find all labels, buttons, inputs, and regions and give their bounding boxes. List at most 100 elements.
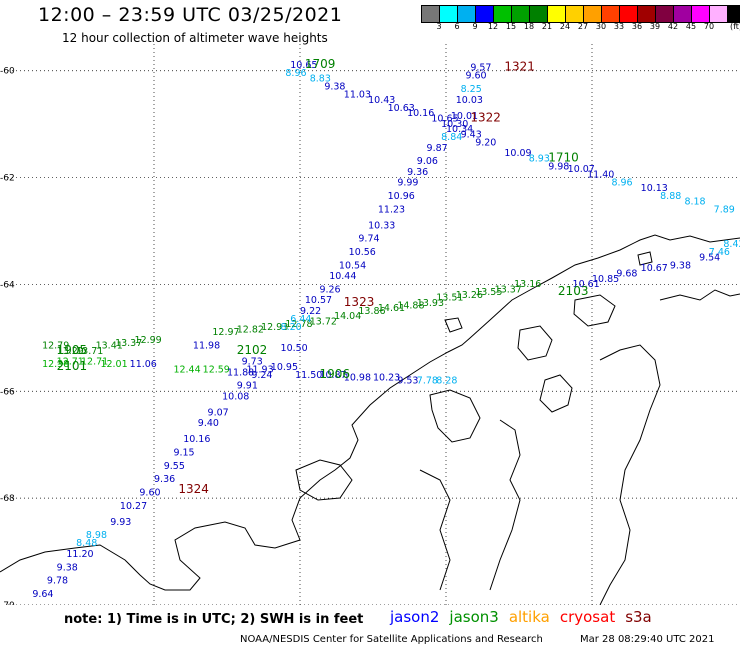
wave-height-value: 12.99 bbox=[135, 335, 162, 346]
colorbar-swatch bbox=[602, 6, 620, 22]
coast-east-2 bbox=[489, 419, 521, 591]
wave-height-value: 9.07 bbox=[208, 407, 229, 418]
wave-height-value: 13.72 bbox=[310, 317, 337, 328]
wave-height-value: 12.78 bbox=[285, 319, 312, 330]
lat-label: -62 bbox=[0, 174, 15, 184]
wave-height-value: 13.29 bbox=[57, 346, 84, 357]
wave-height-value: 9.78 bbox=[47, 576, 68, 587]
wave-height-value: 12.79 bbox=[42, 341, 69, 352]
wave-height-value: 11.98 bbox=[193, 341, 220, 352]
wave-height-value: 10.57 bbox=[305, 295, 332, 306]
wave-height-value: 12.44 bbox=[173, 365, 200, 376]
colorbar-swatch bbox=[440, 6, 458, 22]
pass-time-label: 2101 bbox=[57, 359, 88, 373]
wave-height-value: 13.16 bbox=[514, 279, 541, 290]
wave-height-value: 10.08 bbox=[222, 391, 249, 402]
pass-time-label: 1905 bbox=[57, 343, 88, 357]
wave-height-value: 9.74 bbox=[358, 234, 379, 245]
wave-height-value: 9.57 bbox=[470, 63, 491, 74]
wave-height-value: 10.43 bbox=[368, 95, 395, 106]
wave-height-value: 8.98 bbox=[86, 530, 107, 541]
wave-height-value: 9.53 bbox=[397, 375, 418, 386]
wave-height-value: 9.54 bbox=[699, 252, 720, 263]
wave-height-value: 9.99 bbox=[397, 178, 418, 189]
antarctic-peninsula-coast bbox=[0, 234, 740, 591]
lat-label: -64 bbox=[0, 280, 15, 290]
wave-height-value: 8.83 bbox=[310, 73, 331, 84]
colorbar-label: 24 bbox=[559, 22, 571, 31]
generated-timestamp: Mar 28 08:29:40 UTC 2021 bbox=[580, 634, 715, 645]
colorbar-label: 33 bbox=[613, 22, 625, 31]
wave-height-value: 8.18 bbox=[684, 196, 705, 207]
wave-height-value: 10.96 bbox=[388, 191, 415, 202]
wave-height-value: 11.23 bbox=[378, 204, 405, 215]
colorbar-label: 42 bbox=[667, 22, 679, 31]
wave-height-value: 9.36 bbox=[154, 474, 175, 485]
footer-note: note: 1) Time is in UTC; 2) SWH is in fe… bbox=[64, 612, 364, 627]
wave-height-value: 11.40 bbox=[587, 170, 614, 181]
lat-label: -60 bbox=[0, 67, 15, 77]
colorbar-label: 39 bbox=[649, 22, 661, 31]
colorbar-label: 9 bbox=[472, 22, 478, 31]
colorbar-swatch bbox=[674, 6, 692, 22]
wave-height-value: 10.85 bbox=[592, 274, 619, 285]
wave-height-value: 13.86 bbox=[358, 306, 385, 317]
wave-height-value: 11.93 bbox=[246, 365, 273, 376]
lat-label: -70 bbox=[0, 601, 15, 605]
colorbar-label: 18 bbox=[523, 22, 535, 31]
wave-height-value: 12.59 bbox=[203, 365, 230, 376]
colorbar-swatch bbox=[728, 6, 740, 22]
wave-height-value: 9.38 bbox=[57, 562, 78, 573]
colorbar-swatch bbox=[656, 6, 674, 22]
wave-height-value: 11.50 bbox=[295, 370, 322, 381]
wave-height-value: 10.09 bbox=[504, 148, 531, 159]
wave-height-value: 10.65 bbox=[290, 60, 317, 71]
map-area: -60-62-64-66-68-70 -75-72-69-66-63-60 12… bbox=[0, 44, 740, 605]
pass-time-label: 1906 bbox=[319, 367, 350, 381]
wave-height-value: 12.01 bbox=[100, 359, 127, 370]
pass-time-label: 1710 bbox=[548, 151, 579, 165]
wave-height-value: 10.23 bbox=[373, 373, 400, 384]
wave-height-value: 9.64 bbox=[32, 589, 53, 600]
wave-height-value: 9.60 bbox=[139, 487, 160, 498]
colorbar-label: 15 bbox=[505, 22, 517, 31]
wave-height-value: 9.60 bbox=[465, 71, 486, 82]
coast-inland-1 bbox=[295, 459, 353, 501]
wave-height-value: 10.27 bbox=[120, 501, 147, 512]
wave-height-value: 14.61 bbox=[378, 303, 405, 314]
wave-height-value: 10.01 bbox=[451, 111, 478, 122]
wave-height-value: 9.26 bbox=[319, 284, 340, 295]
lat-label: -68 bbox=[0, 494, 15, 504]
colorbar-label: 45 bbox=[685, 22, 697, 31]
credit-line: NOAA/NESDIS Center for Satellite Applica… bbox=[240, 634, 543, 645]
wave-height-value: 7.89 bbox=[714, 204, 735, 215]
wave-height-value: 12.97 bbox=[212, 327, 239, 338]
pass-time-label: 2102 bbox=[237, 343, 268, 357]
wave-height-value: 10.67 bbox=[641, 263, 668, 274]
wave-height-value: 12.38 bbox=[42, 359, 69, 370]
wave-height-value: 9.91 bbox=[237, 381, 258, 392]
coast-inland-2 bbox=[429, 389, 481, 443]
latitude-labels: -60 -62 -64 -66 -68 -70 bbox=[0, 67, 15, 605]
legend-jason3: jason3 bbox=[449, 608, 499, 626]
colorbar-label: 6 bbox=[454, 22, 460, 31]
wave-height-value: 8.28 bbox=[436, 375, 457, 386]
colorbar-unit: (ft) bbox=[729, 22, 740, 31]
wave-height-value: 9.68 bbox=[616, 268, 637, 279]
colorbar-swatch bbox=[692, 6, 710, 22]
colorbar-swatch bbox=[530, 6, 548, 22]
colorbar-label: 21 bbox=[541, 22, 553, 31]
pass-time-label: 1324 bbox=[178, 482, 209, 496]
wave-height-value: 12.82 bbox=[237, 325, 264, 336]
colorbar bbox=[421, 5, 740, 23]
colorbar-swatch bbox=[566, 6, 584, 22]
wave-height-value: 13.37 bbox=[495, 284, 522, 295]
wave-height-value: 10.16 bbox=[183, 434, 210, 445]
wave-height-value: 9.73 bbox=[242, 357, 263, 368]
wave-height-value: 6.44 bbox=[290, 314, 311, 325]
colorbar-swatch bbox=[710, 6, 728, 22]
wave-height-value: 8.20 bbox=[281, 322, 302, 333]
page-title: 12:00 – 23:59 UTC 03/25/2021 bbox=[38, 4, 343, 26]
wave-height-value: 8.88 bbox=[660, 191, 681, 202]
colorbar-swatch bbox=[638, 6, 656, 22]
